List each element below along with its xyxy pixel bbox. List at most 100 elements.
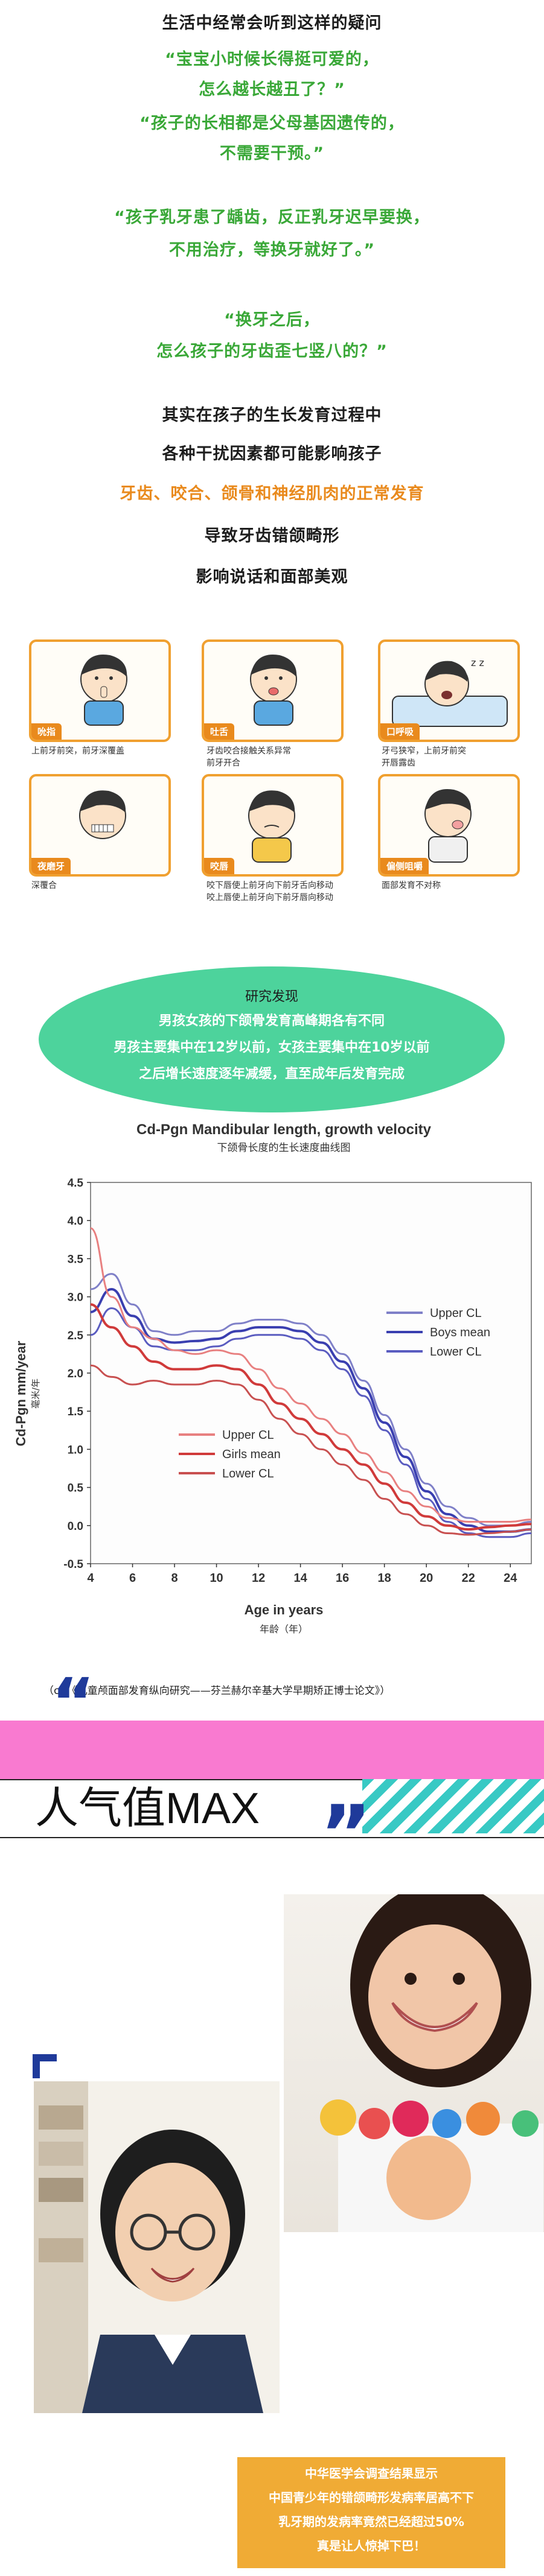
stat-line-2: 中国青少年的错颌畸形发病率居高不下 (269, 2490, 474, 2505)
x-tick-label: 20 (420, 1572, 433, 1585)
y-tick-label: 0.0 (68, 1520, 83, 1533)
legend-girls-label: Girls mean (222, 1448, 281, 1461)
series-line-boys-upper-cl (90, 1273, 532, 1527)
open-quote-icon: “ (51, 1664, 95, 1741)
habit-caption: 深覆合 (31, 881, 57, 890)
child-illustration: z z (392, 657, 508, 727)
habit-tag: 夜磨牙 (31, 858, 71, 874)
x-tick-label: 16 (336, 1572, 349, 1585)
habit-caption: 牙弓狭窄，上前牙前突 (382, 746, 466, 756)
intro-line-5: 不需要干预。” (219, 144, 325, 163)
x-axis-label-cn: 年龄（年） (260, 1623, 308, 1635)
factors-line-4: 导致牙齿错颌畸形 (204, 527, 340, 545)
habit-tag: 偏侧咀嚼 (380, 858, 429, 874)
y-tick-label: 4.0 (68, 1215, 83, 1228)
x-tick-label: 8 (171, 1572, 178, 1585)
close-quote-icon: ” (320, 1788, 372, 1880)
y-axis-label: Cd-Pgn mm/year (13, 1340, 28, 1446)
research-line-1: 男孩女孩的下颌骨发育高峰期各有不同 (158, 1014, 385, 1029)
plot-area (90, 1182, 532, 1564)
habit-tag: 吮指 (31, 723, 62, 740)
girl-photo (284, 1894, 544, 2232)
series-line-boys-lower-cl (90, 1307, 532, 1538)
y-tick-label: 0.5 (68, 1482, 84, 1495)
series-line-girls-lower-cl (90, 1364, 532, 1536)
growth-velocity-chart: Cd-Pgn Mandibular length, growth velocit… (13, 1121, 532, 1635)
intro-line-1: 生活中经常会听到这样的疑问 (162, 14, 382, 33)
stat-box (235, 2455, 507, 2570)
legend-girls-label: Lower CL (222, 1467, 274, 1480)
banner-pink-band (0, 1721, 544, 1779)
series-line-boys-boys-mean (90, 1287, 532, 1533)
series-line-girls-girls-mean (90, 1303, 532, 1531)
stat-line-1: 中华医学会调查结果显示 (305, 2466, 438, 2481)
child-illustration (80, 654, 127, 726)
legend-boys-label: Boys mean (430, 1326, 490, 1339)
habit-caption: 开唇露齿 (382, 758, 415, 768)
x-tick-label: 14 (293, 1572, 307, 1585)
habit-caption: 面部发育不对称 (382, 881, 441, 890)
habit-caption: 牙齿咬合接触关系异常 (206, 746, 291, 756)
research-line-2: 男孩主要集中在12岁以前，女孩主要集中在10岁以前 (114, 1040, 430, 1055)
chart-subtitle: 下颌骨长度的生长速度曲线图 (217, 1142, 351, 1154)
habit-card: 偏侧咀嚼 (378, 774, 520, 877)
child-illustration (79, 790, 126, 839)
boy-photo (34, 2081, 280, 2413)
x-tick-label: 22 (462, 1572, 475, 1585)
habit-card: 夜磨牙 (29, 774, 171, 877)
x-tick-label: 10 (210, 1572, 223, 1585)
intro-line-3: 怎么越长越丑了？” (199, 80, 345, 99)
x-axis-label: Age in years (245, 1602, 324, 1617)
factors-line-1: 其实在孩子的生长发育过程中 (162, 406, 382, 425)
research-line-3: 之后增长速度逐年减缓，直至成年后发育完成 (138, 1067, 405, 1082)
y-tick-label: 2.5 (68, 1330, 84, 1342)
banner-title: 人气值MAX (35, 1784, 260, 1833)
intro-line-7: 不用治疗，等换牙就好了。” (168, 241, 376, 259)
x-tick-label: 24 (504, 1572, 517, 1585)
intro-line-8: “换牙之后， (224, 311, 320, 329)
blue-corner-icon (33, 2054, 57, 2078)
x-tick-label: 6 (129, 1572, 136, 1585)
y-tick-label: 3.5 (68, 1253, 84, 1266)
intro-line-4: “孩子的长相都是父母基因遗传的， (139, 114, 405, 133)
y-tick-label: 4.5 (68, 1177, 84, 1190)
child-illustration (250, 654, 297, 726)
stat-line-3: 乳牙期的发病率竟然已经超过50% (278, 2514, 464, 2529)
habit-caption: 上前牙前突，前牙深覆盖 (31, 746, 124, 756)
y-tick-label: 1.5 (68, 1406, 84, 1418)
research-title: 研究发现 (245, 989, 298, 1004)
banner-stripes (362, 1779, 544, 1833)
y-tick-label: -0.5 (63, 1558, 83, 1571)
svg-text:z z: z z (471, 657, 484, 668)
factors-line-3: 牙齿、咬合、颌骨和神经肌肉的正常发育 (120, 484, 424, 503)
habit-card: z z 口呼吸 (378, 639, 520, 742)
y-axis-label-cn: 毫米/年 (30, 1378, 41, 1409)
habit-tag: 咬唇 (204, 858, 235, 874)
intro-line-6: “孩子乳牙患了龋齿，反正乳牙迟早要换， (114, 208, 430, 227)
habit-card: 吐舌 (202, 639, 344, 742)
research-ellipse (39, 966, 505, 1112)
habit-card: 吮指 (29, 639, 171, 742)
chart-title: Cd-Pgn Mandibular length, growth velocit… (136, 1121, 432, 1138)
citation: （cr:《儿童颅面部发育纵向研究——芬兰赫尔辛基大学早期矫正博士论文》） (43, 1685, 391, 1697)
factors-line-2: 各种干扰因素都可能影响孩子 (162, 445, 382, 463)
series-line-girls-upper-cl (90, 1227, 532, 1523)
habit-caption: 咬上唇使上前牙向下前牙唇向移动 (206, 893, 333, 903)
child-illustration (248, 790, 295, 863)
habit-card: 咬唇 (202, 774, 344, 877)
x-tick-label: 18 (378, 1572, 391, 1585)
child-illustration (424, 788, 472, 863)
y-tick-label: 3.0 (68, 1292, 83, 1304)
stat-line-4: 真是让人惊掉下巴！ (317, 2539, 426, 2553)
habit-tag: 口呼吸 (380, 723, 420, 740)
factors-line-5: 影响说话和面部美观 (196, 568, 348, 586)
legend-girls-label: Upper CL (222, 1429, 274, 1442)
x-tick-label: 4 (87, 1572, 94, 1585)
habit-caption: 咬下唇使上前牙向下前牙舌向移动 (206, 881, 333, 890)
intro-line-9: 怎么孩子的牙齿歪七竖八的？” (156, 342, 388, 361)
legend-boys-label: Lower CL (430, 1345, 482, 1359)
y-tick-label: 2.0 (68, 1368, 83, 1380)
intro-line-2: “宝宝小时候长得挺可爱的， (165, 50, 379, 69)
habit-caption: 前牙开合 (206, 758, 240, 768)
habit-tag: 吐舌 (204, 723, 235, 740)
